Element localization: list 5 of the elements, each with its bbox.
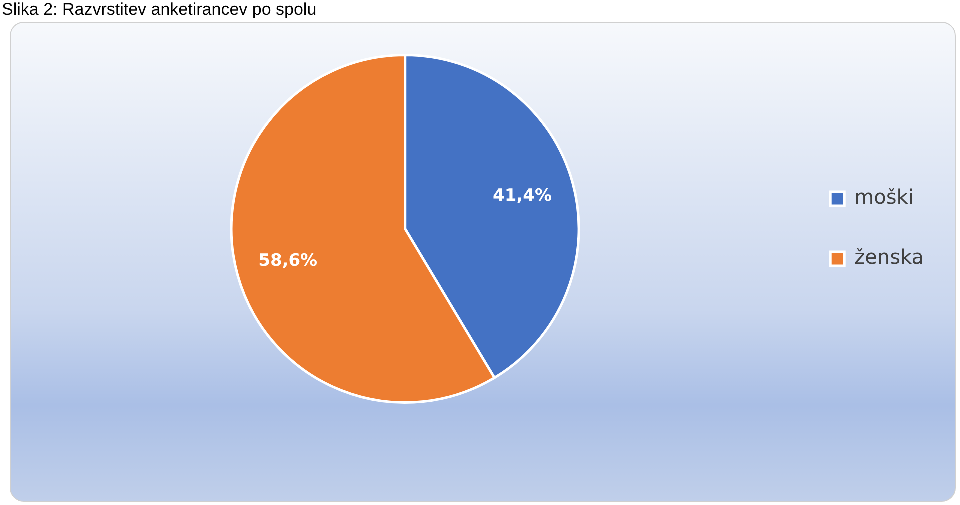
data-label: 41,4% xyxy=(493,186,552,206)
data-label: 58,6% xyxy=(258,250,318,271)
chart-title: Slika 2: Razvrstitev anketirancev po spolu xyxy=(2,0,317,20)
legend-label: ženska xyxy=(854,245,924,270)
legend-label: moški xyxy=(854,185,914,210)
